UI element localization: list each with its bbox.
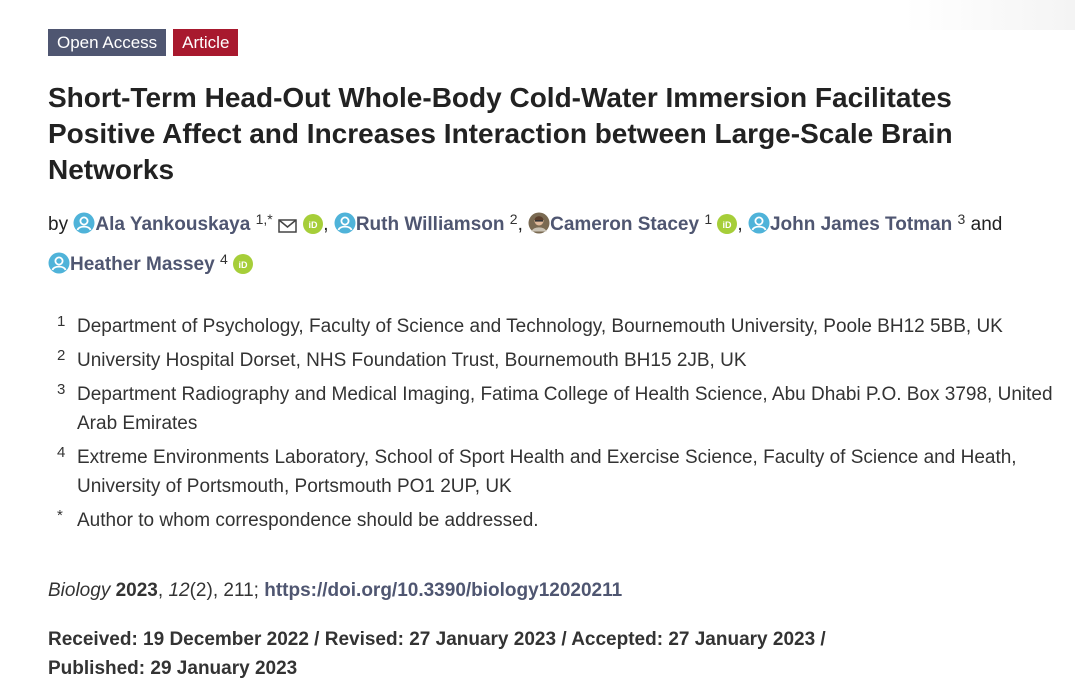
doi-link[interactable]: https://doi.org/10.3390/biology12020211 <box>264 580 623 601</box>
author-stacey: Cameron Stacey 1 iD <box>528 211 738 235</box>
comma-separator: , <box>323 214 329 235</box>
citation-line: Biology 2023, 12(2), 211; https://doi.or… <box>48 580 623 601</box>
svg-text:iD: iD <box>239 260 249 270</box>
affiliation-text: University Hospital Dorset, NHS Foundati… <box>77 350 747 371</box>
mail-icon[interactable] <box>278 214 298 244</box>
affiliation-list: 1 Department of Psychology, Faculty of S… <box>48 312 1068 535</box>
user-icon <box>73 212 95 244</box>
date-separator: / <box>556 629 572 650</box>
comma-separator: , <box>737 214 743 235</box>
affiliation-number: 1 <box>57 313 66 330</box>
affiliation-item: 1 Department of Psychology, Faculty of S… <box>48 312 1068 341</box>
affiliation-sup: 1 <box>704 211 713 227</box>
publication-dates: Received: 19 December 2022 / Revised: 27… <box>48 625 908 683</box>
affiliation-item: 4 Extreme Environments Laboratory, Schoo… <box>48 443 1068 501</box>
article-type-badge: Article <box>173 29 239 56</box>
affiliation-number: 2 <box>57 347 66 364</box>
svg-text:iD: iD <box>309 220 319 230</box>
affiliation-text: Department of Psychology, Faculty of Sci… <box>77 316 1003 337</box>
user-icon <box>334 212 356 244</box>
affiliation-text: Author to whom correspondence should be … <box>77 510 539 531</box>
and-separator: and <box>970 214 1003 235</box>
affiliation-number: * <box>57 507 63 524</box>
svg-text:iD: iD <box>723 220 733 230</box>
affiliation-sup: 1,* <box>255 211 273 227</box>
author-williamson: Ruth Williamson 2 <box>334 211 518 235</box>
affiliation-number: 4 <box>57 444 66 461</box>
authors-prefix: by <box>48 214 69 235</box>
received-date: Received: 19 December 2022 <box>48 629 309 650</box>
affiliation-item: 3 Department Radiography and Medical Ima… <box>48 380 1068 438</box>
author-name-link[interactable]: Cameron Stacey <box>550 214 700 235</box>
date-separator: / <box>815 629 826 650</box>
citation-year: 2023 <box>115 580 158 601</box>
author-name-link[interactable]: Heather Massey <box>70 254 215 275</box>
badge-row: Open Access Article <box>48 29 1068 56</box>
published-date: Published: 29 January 2023 <box>48 658 298 679</box>
citation-issue-pages: (2), 211; <box>189 580 265 601</box>
author-massey: Heather Massey 4 iD <box>48 251 254 275</box>
user-icon <box>748 212 770 244</box>
author-totman: John James Totman 3 <box>748 211 966 235</box>
affiliation-sup: 2 <box>509 211 518 227</box>
affiliation-sup: 3 <box>957 211 966 227</box>
orcid-icon[interactable]: iD <box>233 254 254 284</box>
orcid-icon[interactable]: iD <box>717 214 738 244</box>
affiliation-text: Department Radiography and Medical Imagi… <box>77 384 1053 434</box>
author-list: by Ala Yankouskaya 1,* iD, Ruth Williams… <box>48 204 1068 284</box>
author-name-link[interactable]: Ruth Williamson <box>355 214 505 235</box>
author-name-link[interactable]: Ala Yankouskaya <box>95 214 251 235</box>
open-access-badge[interactable]: Open Access <box>48 29 167 56</box>
comma-separator: , <box>517 214 523 235</box>
accepted-date: Accepted: 27 January 2023 <box>571 629 816 650</box>
citation-volume: 12 <box>168 580 190 601</box>
affiliation-text: Extreme Environments Laboratory, School … <box>77 447 1017 497</box>
revised-date: Revised: 27 January 2023 <box>324 629 557 650</box>
affiliation-number: 3 <box>57 381 66 398</box>
journal-name: Biology <box>48 580 111 601</box>
affiliation-item: * Author to whom correspondence should b… <box>48 506 1068 535</box>
affiliation-sup: 4 <box>219 251 228 267</box>
affiliation-item: 2 University Hospital Dorset, NHS Founda… <box>48 346 1068 375</box>
article-title: Short-Term Head-Out Whole-Body Cold-Wate… <box>48 82 953 185</box>
author-name-link[interactable]: John James Totman <box>769 214 953 235</box>
author-photo <box>528 212 550 244</box>
article-header: Open Access Article Short-Term Head-Out … <box>48 29 1068 683</box>
date-separator: / <box>308 629 325 650</box>
top-right-shade <box>905 0 1075 30</box>
user-icon <box>48 252 70 284</box>
orcid-icon[interactable]: iD <box>303 214 324 244</box>
author-yankouskaya: Ala Yankouskaya 1,* iD <box>73 211 324 235</box>
